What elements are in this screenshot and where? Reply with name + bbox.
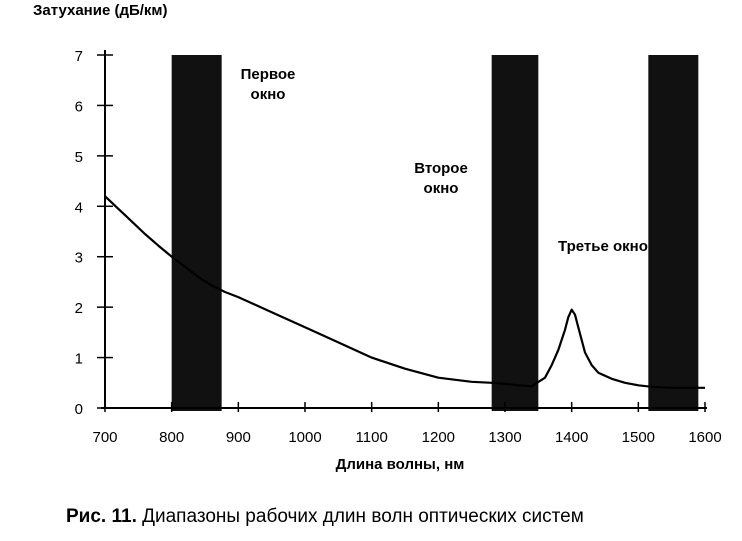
window-band-3 — [648, 55, 699, 411]
x-axis-label: Длина волны, нм — [336, 456, 465, 473]
line-layer — [104, 195, 705, 389]
x-tick-label: 1200 — [422, 429, 455, 446]
x-tick-label: 800 — [159, 429, 184, 446]
x-tick-label: 900 — [226, 429, 251, 446]
window-label-2-line1: Второе — [414, 160, 468, 177]
figure-caption: Рис. 11. Диапазоны рабочих длин волн опт… — [66, 506, 584, 528]
y-tick-label: 5 — [75, 149, 83, 166]
window-label-1-line2: окно — [251, 86, 286, 103]
window-label-2-line2: окно — [424, 180, 459, 197]
x-tick-label: 1400 — [555, 429, 588, 446]
labels-layer: Первое окно Второе окно Третье окно — [241, 66, 648, 255]
window-label-3-line1: Третье окно — [558, 238, 648, 255]
y-axis-label: Затухание (дБ/км) — [33, 2, 168, 19]
bands-layer — [171, 55, 699, 411]
y-tick-label: 2 — [75, 300, 83, 317]
x-tick-label: 1500 — [622, 429, 655, 446]
x-tick-label: 1300 — [488, 429, 521, 446]
window-band-2 — [491, 55, 539, 411]
y-tick-label: 7 — [75, 48, 83, 65]
attenuation-chart: 0 1 2 3 4 5 6 7 700 800 900 1000 1100 1200 1300 1400 150… — [75, 48, 722, 473]
x-tick-label: 700 — [92, 429, 117, 446]
attenuation-curve — [104, 195, 705, 389]
x-tick-label: 1100 — [356, 429, 388, 446]
caption-prefix: Рис. 11. — [66, 506, 137, 527]
axes-layer: 0 1 2 3 4 5 6 7 700 800 900 1000 1100 1200 1300 1400 150… — [75, 48, 722, 473]
x-tick-label: 1000 — [288, 429, 321, 446]
caption-text: Диапазоны рабочих длин волн оптических с… — [142, 506, 584, 527]
y-tick-label: 0 — [75, 401, 83, 418]
y-tick-label: 1 — [75, 351, 83, 368]
y-tick-label: 4 — [75, 199, 83, 216]
window-label-1-line1: Первое — [241, 66, 296, 83]
window-band-1 — [171, 55, 222, 411]
x-tick-label: 1600 — [688, 429, 721, 446]
y-tick-label: 6 — [75, 98, 83, 115]
y-tick-label: 3 — [75, 250, 83, 267]
